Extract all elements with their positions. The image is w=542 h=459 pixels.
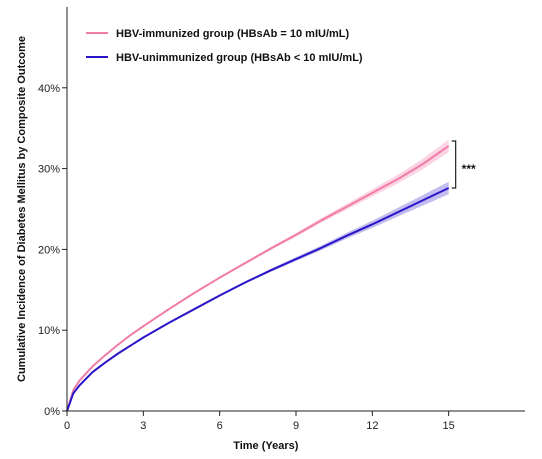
series-lines [66, 145, 450, 412]
y-tick-label: 0% [44, 406, 60, 418]
confidence-band-immunized [67, 139, 449, 412]
series-line-immunized [66, 145, 450, 412]
y-tick-label: 30% [38, 164, 60, 176]
significance-label: *** [462, 162, 476, 176]
y-tick-label: 20% [38, 244, 60, 256]
confidence-band-unimmunized [67, 181, 449, 411]
x-tick-label: 0 [64, 420, 70, 432]
legend-label-immunized: HBV-immunized group (HBsAb = 10 mIU/mL) [116, 28, 349, 40]
legend-label-unimmunized: HBV-unimmunized group (HBsAb < 10 mIU/mL… [116, 52, 363, 64]
x-tick-label: 3 [140, 420, 146, 432]
ticks: 0 3 6 9 12 15 0% 10% 20% 30% 40% [38, 83, 455, 432]
y-axis-title: Cumulative Incidence of Diabetes Mellitu… [16, 36, 28, 382]
significance-bracket-line [451, 140, 457, 189]
axes [66, 7, 525, 412]
significance-bracket: *** [451, 140, 476, 189]
series-line-unimmunized [66, 187, 450, 412]
confidence-bands [67, 139, 449, 412]
y-tick-label: 40% [38, 83, 60, 95]
x-axis-title: Time (Years) [233, 440, 299, 452]
legend: HBV-immunized group (HBsAb = 10 mIU/mL) … [86, 28, 363, 64]
x-tick-label: 6 [217, 420, 223, 432]
y-tick-label: 10% [38, 325, 60, 337]
x-tick-label: 15 [443, 420, 455, 432]
x-tick-label: 12 [366, 420, 378, 432]
x-tick-label: 9 [293, 420, 299, 432]
